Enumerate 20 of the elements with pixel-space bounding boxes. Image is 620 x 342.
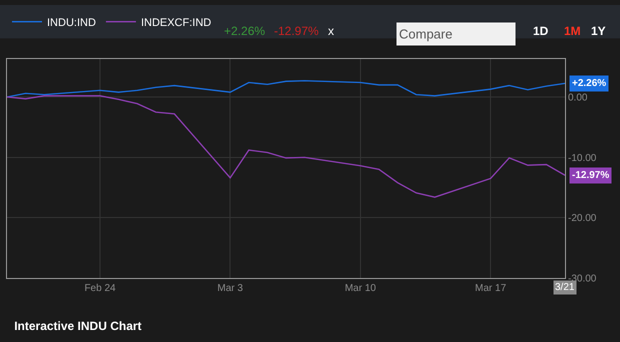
x-tick-label: Mar 17 [475,283,507,294]
y-tick-label: -10.00 [568,152,597,164]
text: Compare [399,26,452,42]
legend-label: INDEXCF:IND [140,16,212,29]
text: 1Y [591,24,606,38]
data-label: +2.26% [572,78,606,89]
text: +2.26% [224,24,266,38]
legend-label: INDU:IND [47,16,96,29]
y-tick-label: -20.00 [568,213,597,224]
text: -12.97% [274,24,320,38]
text: x [328,24,334,38]
x-tick-label: Mar 10 [344,283,376,294]
annotation: 3/21 [555,282,575,293]
y-tick-label: 0.00 [568,92,588,104]
x-tick-label: Mar 3 [217,283,244,294]
text: 1D [533,24,549,38]
x-tick-label: Feb 24 [84,283,116,294]
data-label: -12.97% [572,170,610,181]
text: Interactive INDU Chart [14,319,142,334]
text: 1M [564,24,581,38]
